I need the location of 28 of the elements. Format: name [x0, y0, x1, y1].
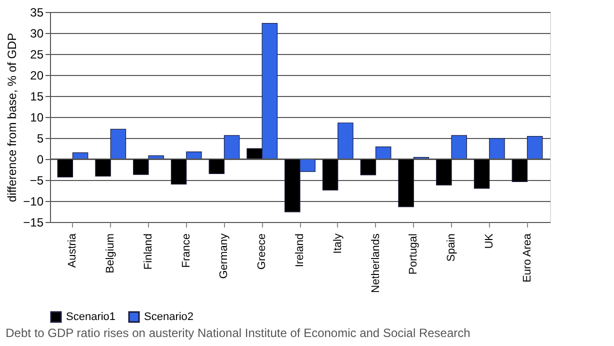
y-tick-label: 25 — [30, 48, 44, 62]
y-tick-label: 10 — [30, 110, 44, 124]
x-tick-label: Austria — [66, 232, 79, 268]
y-tick-label: −5 — [30, 174, 44, 188]
y-tick-label: −10 — [23, 194, 44, 208]
y-tick-label: 35 — [30, 6, 44, 20]
x-tick-label: Belgium — [104, 234, 117, 274]
y-tick-label: 5 — [36, 132, 44, 146]
x-tick-label: Finland — [142, 234, 154, 270]
y-tick-label: 15 — [30, 90, 44, 104]
x-tick-label: UK — [483, 232, 496, 249]
y-axis-title: difference from base, % of GDP — [5, 32, 20, 202]
x-tick-label: Italy — [332, 233, 344, 254]
x-tick-label: Ireland — [294, 234, 306, 268]
y-tick-label: 20 — [30, 68, 44, 82]
y-tick-label: 0 — [36, 152, 44, 166]
x-tick-label: Germany — [218, 233, 230, 279]
x-tick-label: Euro Area — [521, 232, 534, 282]
x-tick-label: Portugal — [408, 234, 420, 274]
legend-label: Scenario1 — [66, 311, 116, 323]
x-tick-label: France — [180, 234, 192, 268]
y-tick-label: −15 — [23, 216, 44, 230]
text: Debt to GDP ratio rises on austerity National Institute of Economic and Social Research — [6, 326, 470, 340]
legend-label: Scenario2 — [144, 311, 194, 323]
y-tick-label: 30 — [30, 26, 44, 40]
x-tick-label: Greece — [256, 234, 268, 270]
x-tick-label: Spain — [446, 234, 458, 262]
x-tick-label: Netherlands — [370, 233, 382, 293]
